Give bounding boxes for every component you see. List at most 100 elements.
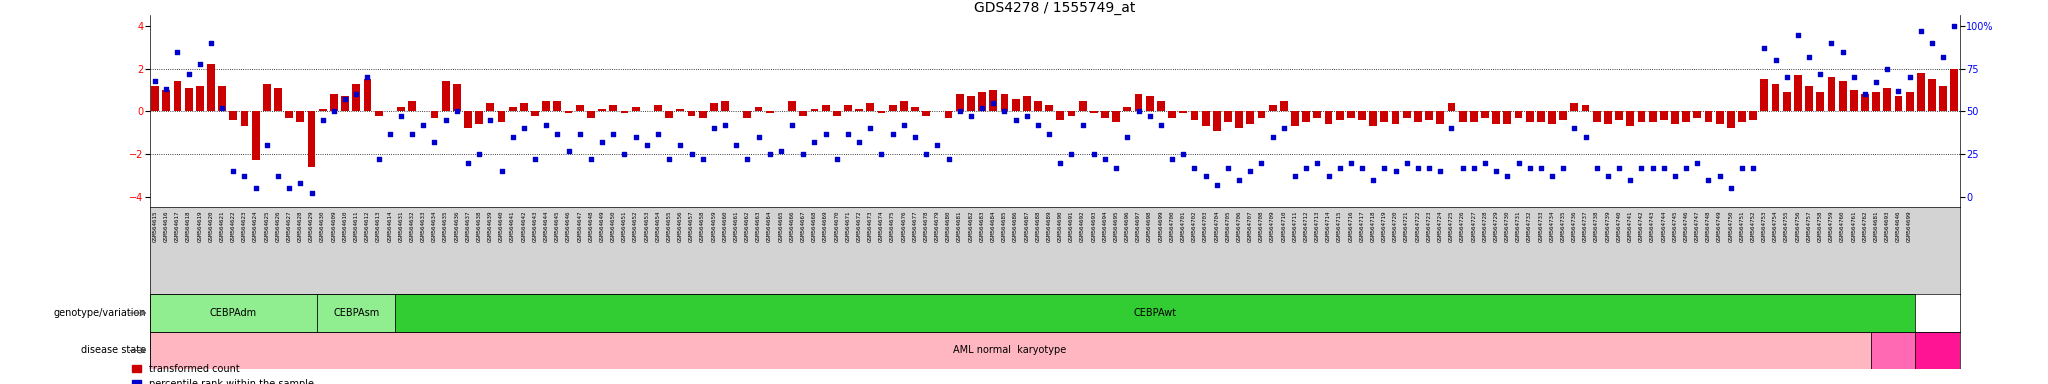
Bar — [1403, 111, 1411, 118]
Text: GSM564760: GSM564760 — [1839, 211, 1845, 242]
Text: GSM564660: GSM564660 — [723, 211, 727, 242]
Text: GSM564670: GSM564670 — [834, 211, 840, 242]
Point — [418, 139, 451, 145]
Point — [1212, 165, 1245, 171]
Point — [1100, 165, 1133, 171]
Bar — [799, 111, 807, 116]
Point — [553, 147, 586, 154]
Bar — [1526, 111, 1534, 122]
Text: GSM564723: GSM564723 — [1427, 211, 1432, 242]
Point — [307, 117, 340, 123]
Bar — [1493, 111, 1499, 124]
Point — [1335, 159, 1368, 166]
Text: GSM564633: GSM564633 — [420, 211, 426, 242]
Point — [1223, 177, 1255, 183]
Bar — [508, 107, 516, 111]
Text: GSM564729: GSM564729 — [1493, 211, 1499, 242]
Text: GSM564703: GSM564703 — [1202, 211, 1208, 242]
Point — [162, 48, 195, 55]
Text: GSM564720: GSM564720 — [1393, 211, 1399, 242]
Point — [731, 156, 764, 162]
Text: GSM564679: GSM564679 — [934, 211, 940, 242]
Text: GSM564681: GSM564681 — [956, 211, 963, 242]
Text: GSM564757: GSM564757 — [1806, 211, 1812, 242]
Bar — [1145, 96, 1153, 111]
Text: GSM564615: GSM564615 — [154, 211, 158, 242]
Bar — [152, 86, 160, 111]
Point — [999, 117, 1032, 123]
Bar — [375, 111, 383, 116]
Point — [1255, 134, 1288, 140]
Point — [496, 134, 528, 140]
Text: GSM564629: GSM564629 — [309, 211, 313, 242]
Point — [641, 131, 674, 137]
Point — [653, 156, 686, 162]
Point — [698, 125, 731, 131]
Bar — [1436, 111, 1444, 124]
Bar — [956, 94, 965, 111]
Point — [754, 151, 786, 157]
Bar — [1325, 111, 1333, 124]
Point — [786, 151, 819, 157]
Point — [922, 142, 954, 149]
Point — [909, 151, 942, 157]
Text: GSM564676: GSM564676 — [901, 211, 907, 242]
Bar — [1694, 111, 1702, 118]
Point — [1067, 122, 1100, 128]
Point — [385, 113, 418, 119]
Point — [217, 168, 250, 174]
Point — [295, 190, 328, 196]
Point — [944, 108, 977, 114]
Point — [362, 156, 395, 162]
Point — [1804, 71, 1837, 77]
Bar — [1001, 94, 1008, 111]
Text: GSM564732: GSM564732 — [1528, 211, 1532, 242]
Bar — [408, 101, 416, 111]
Text: GSM564754: GSM564754 — [1774, 211, 1778, 242]
Text: GSM564686: GSM564686 — [1014, 211, 1018, 242]
Text: GSM564649: GSM564649 — [600, 211, 604, 242]
Text: GSM564617: GSM564617 — [174, 211, 180, 242]
Point — [809, 131, 842, 137]
Text: GSM564718: GSM564718 — [1370, 211, 1376, 242]
Point — [1268, 125, 1300, 131]
Bar — [1268, 105, 1276, 111]
Text: GSM564612: GSM564612 — [365, 211, 371, 242]
Bar — [274, 88, 283, 111]
Bar — [1681, 111, 1690, 122]
Point — [1647, 165, 1679, 171]
Bar — [922, 111, 930, 116]
Bar — [856, 109, 862, 111]
Text: GSM564725: GSM564725 — [1448, 211, 1454, 242]
Point — [1122, 108, 1155, 114]
Point — [618, 134, 651, 140]
Point — [240, 185, 272, 191]
Bar — [1726, 111, 1735, 128]
Text: GSM564727: GSM564727 — [1470, 211, 1477, 242]
Bar — [944, 111, 952, 118]
Text: GSM564683: GSM564683 — [979, 211, 985, 242]
Point — [967, 105, 999, 111]
Bar — [666, 111, 674, 118]
Point — [764, 147, 797, 154]
Bar — [262, 84, 270, 111]
Bar — [184, 88, 193, 111]
Text: GSM564614: GSM564614 — [387, 211, 393, 242]
Point — [1358, 177, 1391, 183]
Text: GSM564609: GSM564609 — [332, 211, 336, 242]
Point — [1468, 159, 1501, 166]
Text: GSM564701: GSM564701 — [1182, 211, 1186, 242]
Text: GSM564694: GSM564694 — [1102, 211, 1108, 242]
Point — [831, 131, 864, 137]
Bar — [1571, 103, 1579, 111]
Text: GSM564712: GSM564712 — [1305, 211, 1309, 242]
Point — [1501, 159, 1534, 166]
Bar — [1380, 111, 1389, 122]
Text: GSM564722: GSM564722 — [1415, 211, 1421, 242]
Point — [1155, 156, 1188, 162]
Text: GSM564724: GSM564724 — [1438, 211, 1442, 242]
Bar — [1649, 111, 1657, 122]
Text: disease state: disease state — [82, 345, 145, 356]
Point — [1044, 159, 1077, 166]
Text: GSM564730: GSM564730 — [1505, 211, 1509, 242]
